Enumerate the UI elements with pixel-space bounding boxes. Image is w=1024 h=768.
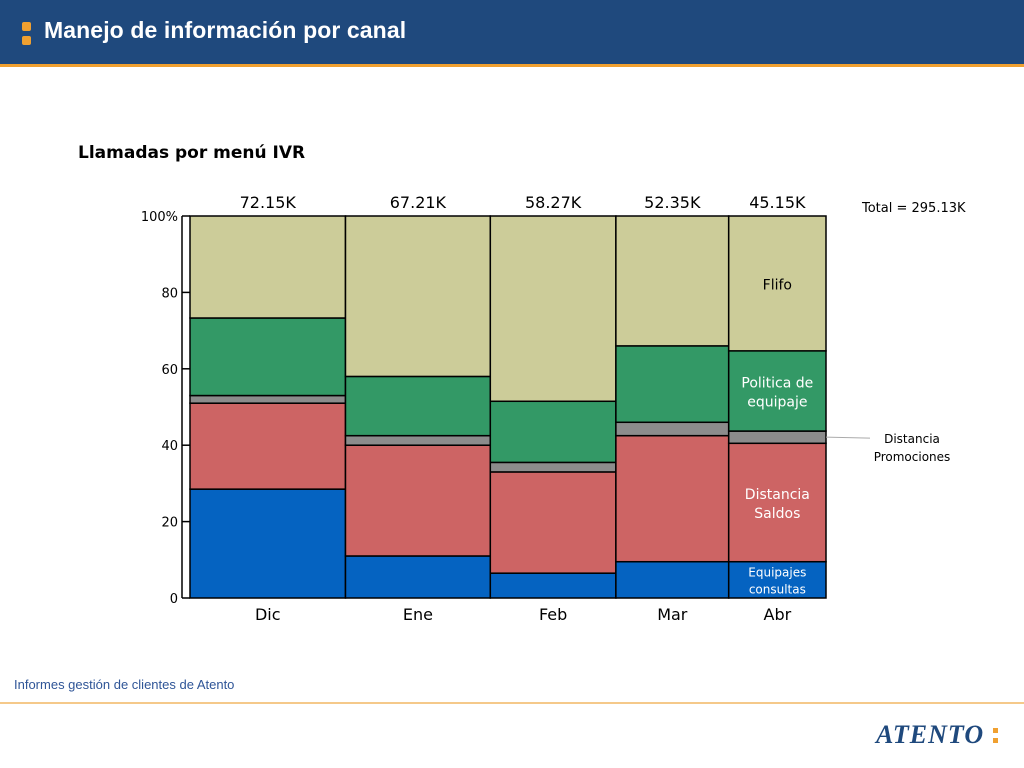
bar-segment-feb-2 <box>489 461 617 473</box>
bar-segment-abr-1 <box>727 442 827 563</box>
column-total-label: 45.15K <box>749 193 806 212</box>
y-tick-label: 80 <box>161 286 178 301</box>
series-label: Distancia <box>745 487 810 503</box>
grand-total-label: Total = 295.13K <box>861 201 966 216</box>
bar-segment-dic-3 <box>189 317 347 397</box>
column-total-label: 58.27K <box>525 193 582 212</box>
bar-segment-dic-4 <box>189 215 347 319</box>
bar-segment-mar-3 <box>615 345 730 424</box>
x-tick-label: Feb <box>539 605 567 624</box>
y-tick-label: 20 <box>161 516 178 531</box>
chart-title: Llamadas por menú IVR <box>78 143 306 163</box>
bar-segment-ene-3 <box>344 375 492 437</box>
bar-segment-feb-3 <box>489 400 617 464</box>
bar-segment-abr-4 <box>727 215 827 352</box>
bar-segment-feb-0 <box>489 572 617 599</box>
page-title: Manejo de información por canal <box>44 17 407 43</box>
series-label: consultas <box>749 582 806 596</box>
x-tick-label: Mar <box>657 605 688 624</box>
logo-colon-icon <box>993 728 999 744</box>
series-label: equipaje <box>747 394 807 410</box>
x-tick-label: Ene <box>403 605 433 624</box>
header-bar <box>0 0 1024 64</box>
atento-logo: ATENTO <box>876 720 985 749</box>
series-label: Politica de <box>741 375 813 391</box>
footer-text: Informes gestión de clientes de Atento <box>14 677 235 692</box>
series-leader-line <box>825 436 871 439</box>
bar-segment-ene-2 <box>344 434 492 446</box>
colon-dots-icon <box>22 22 32 46</box>
bar-segment-mar-4 <box>615 215 730 347</box>
y-axis: 0 20 40 60 80 100% <box>141 210 190 607</box>
y-tick-label: 0 <box>170 592 178 607</box>
bar-segment-dic-2 <box>189 394 347 404</box>
x-tick-label: Dic <box>255 605 281 624</box>
series-label: Flifo <box>763 277 792 293</box>
series-label: Equipajes <box>748 565 806 579</box>
y-tick-label: 60 <box>161 363 178 378</box>
bar-segment-abr-3 <box>727 350 827 432</box>
bar-segment-abr-2 <box>727 430 827 445</box>
column-total-label: 72.15K <box>240 193 297 212</box>
series-label: Promociones <box>874 450 951 464</box>
bar-segment-dic-0 <box>189 488 347 599</box>
bar-segment-dic-1 <box>189 402 347 490</box>
chart-bars <box>189 215 827 599</box>
header-accent-rule <box>0 64 1024 67</box>
series-label: Distancia <box>884 432 940 446</box>
chart-labels: Dic 72.15K Ene 67.21K Feb 58.27K Mar 52.35K Abr 4… <box>240 193 966 624</box>
column-total-label: 67.21K <box>390 193 447 212</box>
bar-segment-ene-1 <box>344 444 492 557</box>
series-label: Saldos <box>754 506 800 522</box>
bar-segment-feb-1 <box>489 471 617 574</box>
y-tick-label: 40 <box>161 439 178 454</box>
footer-rule <box>0 702 1024 704</box>
marimekko-chart: 0 20 40 60 80 100% Dic 72.15K Ene 67.21K Feb 58.27… <box>141 193 966 624</box>
bar-segment-ene-4 <box>344 215 492 378</box>
column-total-label: 52.35K <box>644 193 701 212</box>
bar-segment-mar-1 <box>615 434 730 563</box>
bar-segment-mar-0 <box>615 560 730 599</box>
x-tick-label: Abr <box>764 605 792 624</box>
y-tick-label: 100% <box>141 210 178 225</box>
bar-segment-ene-0 <box>344 555 492 599</box>
bar-segment-mar-2 <box>615 421 730 437</box>
bar-segment-feb-4 <box>489 215 617 403</box>
